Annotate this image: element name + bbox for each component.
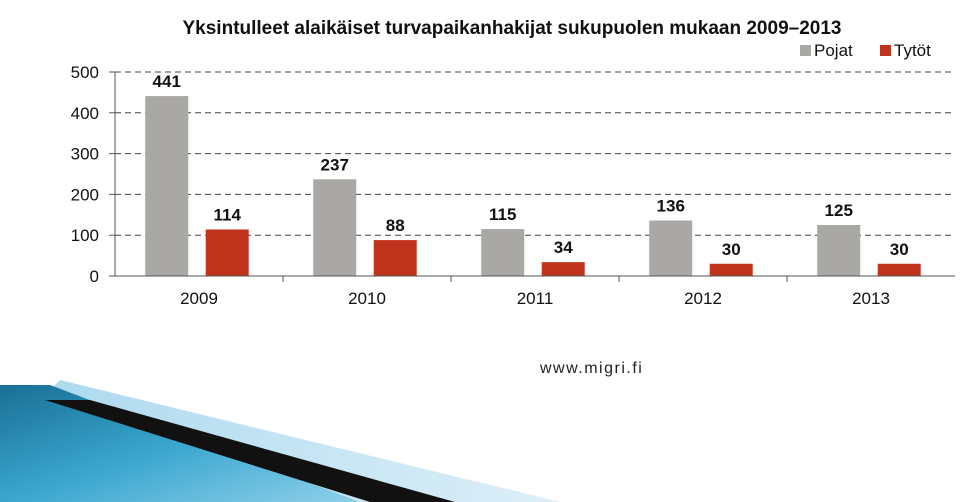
bar-tytöt-2010 bbox=[373, 240, 417, 276]
data-label: 114 bbox=[214, 205, 242, 224]
bar-pojat-2012 bbox=[649, 220, 693, 276]
y-tick-label: 400 bbox=[71, 104, 99, 123]
y-tick-label: 100 bbox=[71, 226, 99, 245]
legend-swatch-pojat bbox=[800, 45, 811, 56]
x-category-label: 2009 bbox=[180, 289, 218, 308]
data-label: 237 bbox=[321, 155, 349, 174]
bar-tytöt-2009 bbox=[205, 229, 249, 276]
x-category-label: 2013 bbox=[852, 289, 890, 308]
data-label: 88 bbox=[386, 216, 405, 235]
bars bbox=[145, 96, 921, 277]
axes: 0 100 200 300 400 500 2009 2010 2011 2012 2013 bbox=[71, 63, 955, 308]
bar-pojat-2010 bbox=[313, 179, 357, 276]
data-labels: 441 114 237 88 115 34 136 30 125 30 bbox=[153, 72, 909, 259]
data-label: 115 bbox=[489, 205, 516, 224]
chart-title: Yksintulleet alaikäiset turvapaikanhakij… bbox=[183, 18, 842, 39]
source-url[interactable]: www.migri.fi bbox=[540, 360, 644, 377]
bar-chart: Yksintulleet alaikäiset turvapaikanhakij… bbox=[71, 18, 955, 308]
legend-swatch-tytöt bbox=[880, 45, 891, 56]
data-label: 441 bbox=[153, 72, 181, 91]
data-label: 125 bbox=[825, 201, 853, 220]
bar-tytöt-2011 bbox=[541, 262, 585, 276]
bar-pojat-2013 bbox=[817, 225, 861, 276]
swoosh-teal bbox=[0, 385, 360, 502]
y-tick-label: 0 bbox=[90, 267, 99, 286]
data-label: 30 bbox=[890, 240, 909, 259]
legend-label-pojat: Pojat bbox=[814, 41, 853, 60]
y-tick-label: 200 bbox=[71, 185, 99, 204]
data-label: 34 bbox=[554, 238, 573, 257]
x-category-label: 2010 bbox=[348, 289, 386, 308]
bar-pojat-2011 bbox=[481, 229, 525, 276]
bar-tytöt-2013 bbox=[877, 263, 921, 276]
x-category-label: 2012 bbox=[684, 289, 722, 308]
data-label: 30 bbox=[722, 240, 741, 259]
bar-tytöt-2012 bbox=[709, 263, 753, 276]
x-category-label: 2011 bbox=[517, 289, 554, 308]
y-tick-label: 500 bbox=[71, 63, 99, 82]
y-tick-label: 300 bbox=[71, 145, 99, 164]
legend: Pojat Tytöt bbox=[800, 41, 931, 60]
gridlines bbox=[115, 71, 955, 236]
data-label: 136 bbox=[657, 197, 685, 216]
legend-label-tytöt: Tytöt bbox=[894, 41, 931, 60]
decorative-swoosh bbox=[0, 380, 560, 502]
swoosh-dark bbox=[45, 400, 455, 502]
bar-pojat-2009 bbox=[145, 96, 189, 277]
